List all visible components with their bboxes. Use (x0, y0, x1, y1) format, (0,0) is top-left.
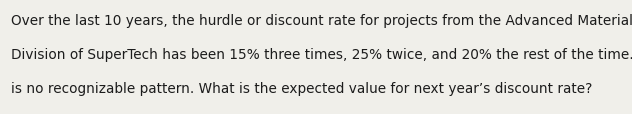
Text: Over the last 10 years, the hurdle or discount rate for projects from the Advanc: Over the last 10 years, the hurdle or di… (11, 14, 632, 28)
Text: is no recognizable pattern. What is the expected value for next year’s discount : is no recognizable pattern. What is the … (11, 81, 593, 95)
Text: Division of SuperTech has been 15% three times, 25% twice, and 20% the rest of t: Division of SuperTech has been 15% three… (11, 47, 632, 61)
